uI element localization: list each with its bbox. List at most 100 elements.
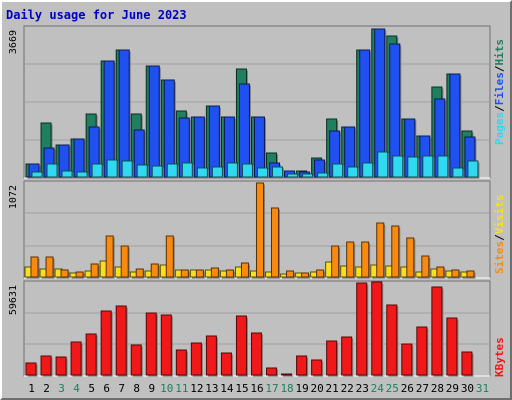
bar-body (75, 271, 84, 278)
bar-body (376, 222, 385, 278)
bar-body (436, 266, 445, 278)
day-tick-label: 25 (386, 382, 399, 395)
bar-body (256, 167, 268, 178)
kbytes-bar (461, 351, 474, 377)
pages-bar (151, 165, 164, 179)
bar-body (317, 172, 329, 178)
sites-bar (90, 263, 100, 279)
bar-body (341, 336, 353, 376)
day-tick-label: 14 (220, 382, 234, 395)
kbytes-bar (55, 356, 68, 377)
sites-bar (346, 241, 356, 279)
bar-body (76, 171, 88, 178)
kbytes-bar (190, 342, 203, 377)
day-tick-label: 26 (401, 382, 414, 395)
bar-body (205, 335, 217, 376)
bar-body (377, 151, 389, 178)
bar-body (391, 225, 400, 278)
bar-body (208, 105, 220, 178)
bar-body (250, 332, 262, 376)
day-tick-label: 11 (175, 382, 188, 395)
pages-bar (91, 163, 104, 179)
ymax-label-3: 59631 (8, 285, 19, 315)
pages-bar (392, 155, 405, 179)
day-tick-label: 27 (416, 382, 429, 395)
sites-bar (180, 269, 190, 279)
sites-bar (120, 245, 130, 279)
pages-bar (287, 173, 300, 179)
day-tick-label: 10 (160, 382, 173, 395)
sites-bar (406, 237, 416, 279)
bar-body (359, 49, 371, 178)
sites-bar (421, 255, 431, 279)
files-bar (118, 49, 131, 179)
bar-body (195, 269, 204, 278)
pages-bar (347, 166, 360, 179)
legend-entry: KBytes (493, 337, 506, 377)
bar-body (73, 138, 85, 178)
pages-bar (377, 151, 390, 179)
bar-body (311, 359, 323, 376)
kbytes-bar (160, 314, 173, 377)
day-tick-label: 24 (371, 382, 385, 395)
bar-body (361, 241, 370, 278)
legend-entry: Files (493, 72, 506, 105)
bar-body (437, 155, 449, 178)
pages-bar (166, 163, 179, 179)
bar-body (190, 342, 202, 376)
sites-bar (195, 269, 205, 279)
bar-body (466, 270, 475, 278)
chart-title: Daily usage for June 2023 (6, 8, 187, 22)
day-tick-label: 28 (431, 382, 444, 395)
bar-body (331, 245, 340, 278)
day-tick-label: 29 (446, 382, 459, 395)
bar-body (287, 173, 299, 178)
kbytes-bar (401, 343, 414, 377)
kbytes-bar (235, 315, 248, 377)
sites-bar (165, 235, 175, 279)
ymax-label-1: 3669 (8, 30, 19, 54)
sites-bar (451, 269, 461, 279)
sites-bar (210, 267, 220, 279)
kbytes-bar (446, 317, 459, 377)
bar-body (121, 160, 133, 178)
pages-bar (467, 160, 480, 179)
pages-bar (76, 171, 89, 179)
bar-body (401, 343, 413, 376)
bar-body (40, 355, 52, 376)
files-bar (449, 73, 462, 179)
day-tick-label: 18 (280, 382, 293, 395)
bar-body (175, 349, 187, 376)
bar-shadow (283, 375, 294, 377)
pages-bar (317, 172, 330, 179)
legend-entry: Sites (493, 241, 506, 274)
bar-body (151, 165, 163, 178)
bar-body (407, 156, 419, 178)
sites-bar (331, 245, 341, 279)
kbytes-bar (100, 310, 113, 377)
sites-bar (105, 235, 115, 279)
kbytes-bar (145, 312, 158, 377)
bar-body (362, 162, 374, 178)
bar-body (235, 315, 247, 376)
bar-body (238, 83, 250, 178)
pages-bar (332, 163, 345, 179)
day-tick-label: 5 (88, 382, 95, 395)
pages-bar (211, 166, 224, 179)
legend-sites-visits: Sites/Visits (493, 195, 506, 275)
day-tick-label: 31 (476, 382, 489, 395)
kbytes-bar (431, 286, 444, 377)
legend-kbytes: KBytes (493, 337, 506, 377)
bar-body (226, 162, 238, 178)
kbytes-bar (70, 341, 83, 377)
day-tick-label: 9 (148, 382, 155, 395)
day-tick-label: 23 (356, 382, 369, 395)
kbytes-bar (250, 332, 263, 377)
sites-bar (271, 207, 281, 279)
bar-body (180, 269, 189, 278)
kbytes-bar (266, 367, 279, 377)
bar-body (421, 255, 430, 278)
legend-entry: Pages (493, 112, 506, 145)
day-tick-label: 21 (326, 382, 339, 395)
